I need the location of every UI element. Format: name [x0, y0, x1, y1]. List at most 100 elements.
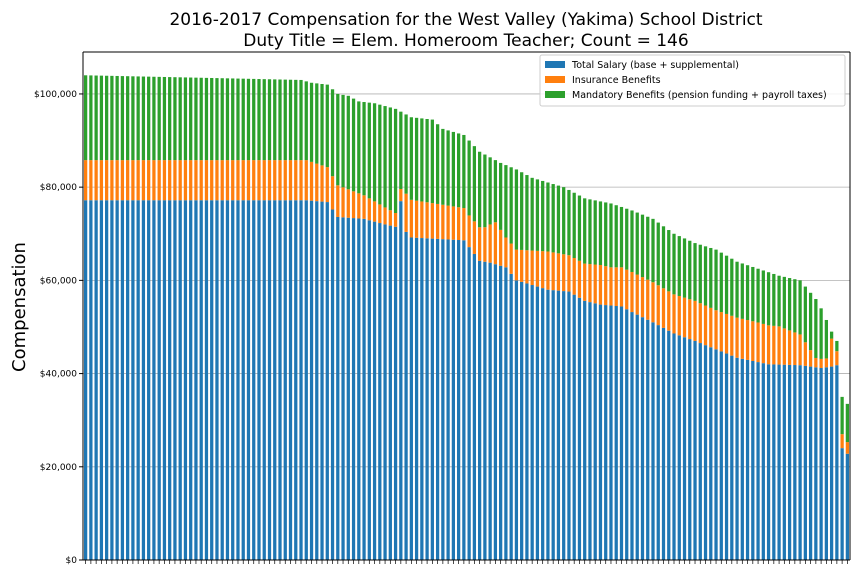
bar-stack	[441, 128, 445, 561]
bar-insurance	[294, 160, 298, 201]
bar-mandatory	[499, 162, 503, 230]
bar-mandatory	[252, 78, 256, 161]
bar-salary	[588, 302, 592, 560]
bar-stack	[672, 233, 676, 560]
bar-insurance	[399, 189, 403, 202]
bar-mandatory	[283, 79, 287, 161]
bar-stack	[189, 77, 193, 560]
bar-mandatory	[745, 265, 750, 321]
bar-stack	[688, 240, 692, 560]
bar-salary	[236, 200, 240, 560]
bar-mandatory	[299, 79, 303, 161]
bar-mandatory	[99, 75, 104, 161]
bar-insurance	[267, 160, 272, 201]
bar-stack	[766, 272, 771, 560]
bar-insurance	[609, 267, 613, 306]
bar-mandatory	[593, 200, 597, 265]
bar-mandatory	[798, 280, 802, 335]
bar-salary	[267, 200, 272, 560]
bar-stack	[488, 157, 492, 560]
bar-insurance	[730, 315, 734, 356]
bar-insurance	[724, 313, 729, 354]
bars-layer	[84, 75, 849, 561]
bar-insurance	[341, 187, 345, 218]
bar-insurance	[520, 249, 524, 282]
bar-stack	[504, 165, 508, 560]
bar-insurance	[735, 317, 739, 358]
bar-stack	[435, 124, 440, 560]
bar-insurance	[362, 195, 366, 219]
bar-insurance	[456, 207, 461, 241]
y-tick-label: $60,000	[40, 276, 77, 286]
bar-salary	[315, 201, 319, 560]
bar-salary	[456, 240, 461, 560]
bar-insurance	[493, 222, 498, 265]
bar-insurance	[189, 160, 193, 201]
bar-stack	[530, 177, 534, 560]
legend: Total Salary (base + supplemental) Insur…	[539, 54, 846, 107]
bar-stack	[299, 79, 303, 560]
bar-mandatory	[220, 78, 224, 161]
bar-salary	[688, 339, 692, 560]
bar-mandatory	[294, 79, 298, 161]
bar-mandatory	[309, 82, 314, 162]
bar-stack	[588, 199, 592, 560]
bar-insurance	[105, 160, 109, 201]
bar-insurance	[583, 263, 587, 301]
bar-mandatory	[162, 76, 167, 161]
bar-stack	[667, 230, 671, 560]
bar-stack	[598, 201, 603, 560]
bar-stack	[525, 175, 529, 560]
bar-salary	[372, 221, 377, 560]
bar-mandatory	[120, 76, 125, 161]
bar-stack	[341, 94, 345, 561]
bar-mandatory	[635, 212, 639, 275]
bar-insurance	[808, 350, 813, 367]
bar-salary	[183, 200, 188, 560]
bar-insurance	[651, 282, 655, 323]
bar-mandatory	[714, 249, 718, 311]
bar-stack	[99, 75, 104, 560]
bar-stack	[262, 79, 266, 560]
bar-salary	[656, 325, 660, 560]
bar-salary	[446, 239, 450, 560]
bar-insurance	[315, 163, 319, 202]
bar-insurance	[430, 203, 434, 239]
bar-insurance	[572, 258, 576, 295]
bar-salary	[672, 333, 676, 560]
bar-insurance	[693, 300, 697, 341]
bar-salary	[199, 200, 203, 560]
bar-salary	[210, 200, 214, 560]
bar-mandatory	[288, 79, 293, 161]
bar-insurance	[514, 249, 519, 281]
bar-mandatory	[625, 208, 629, 270]
bar-stack	[420, 118, 424, 561]
bar-salary	[845, 453, 849, 560]
bar-stack	[315, 83, 319, 560]
bar-salary	[646, 319, 650, 560]
bar-mandatory	[646, 216, 650, 280]
bar-mandatory	[814, 299, 818, 358]
bar-salary	[719, 351, 723, 560]
bar-insurance	[824, 358, 828, 368]
bar-salary	[504, 267, 508, 560]
bar-mandatory	[719, 252, 723, 313]
bar-insurance	[667, 291, 671, 331]
bar-stack	[583, 198, 587, 560]
bar-mandatory	[110, 75, 114, 161]
bar-insurance	[246, 160, 251, 201]
bar-insurance	[530, 250, 534, 286]
bar-stack	[735, 261, 739, 560]
y-tick-label: $20,000	[40, 463, 77, 473]
bar-mandatory	[414, 117, 419, 201]
bar-mandatory	[147, 76, 151, 161]
bar-salary	[798, 365, 802, 560]
bar-stack	[824, 319, 828, 560]
bar-stack	[94, 75, 98, 560]
bar-insurance	[110, 160, 114, 201]
bar-stack	[646, 216, 650, 560]
bar-salary	[514, 280, 519, 560]
bar-insurance	[588, 264, 592, 303]
bar-insurance	[462, 208, 466, 241]
bar-mandatory	[94, 75, 98, 161]
